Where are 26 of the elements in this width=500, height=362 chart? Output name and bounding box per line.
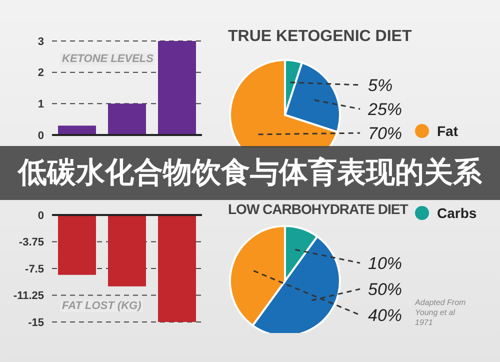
text: KETONE LEVELS <box>60 53 156 65</box>
y-tick-label: 1 <box>38 98 44 111</box>
y-tick-label: -3.75 <box>18 236 44 249</box>
data-label: 10% <box>368 254 402 273</box>
y-tick-label: -7.5 <box>25 263 44 276</box>
y-tick-label: 3 <box>38 36 44 48</box>
y-tick-label: -15 <box>28 316 44 329</box>
data-label: 5% <box>368 76 393 95</box>
y-tick-label: -11.25 <box>13 290 44 302</box>
text: FAT LOST (KG) <box>60 300 144 312</box>
legend-label: Fat <box>436 123 458 139</box>
data-label: 50% <box>368 280 402 299</box>
legend-label: Carbs <box>436 205 477 221</box>
y-tick-label: 2 <box>38 67 44 80</box>
bar <box>158 41 196 135</box>
text: Adapted From Young et al 1971 <box>415 298 467 328</box>
chart-title: LOW CARBOHYDRATE DIET <box>228 201 408 217</box>
y-tick-label: 0 <box>38 130 44 142</box>
data-label: 25% <box>367 100 402 119</box>
bar <box>58 126 96 135</box>
data-label: 70% <box>368 124 402 143</box>
data-label: 40% <box>368 306 402 325</box>
chart-title: TRUE KETOGENIC DIET <box>228 28 412 46</box>
y-tick-label: 0 <box>38 210 44 222</box>
bar <box>108 104 146 135</box>
text: 低碳水化合物饮食与体育表现的关系 <box>18 154 482 191</box>
